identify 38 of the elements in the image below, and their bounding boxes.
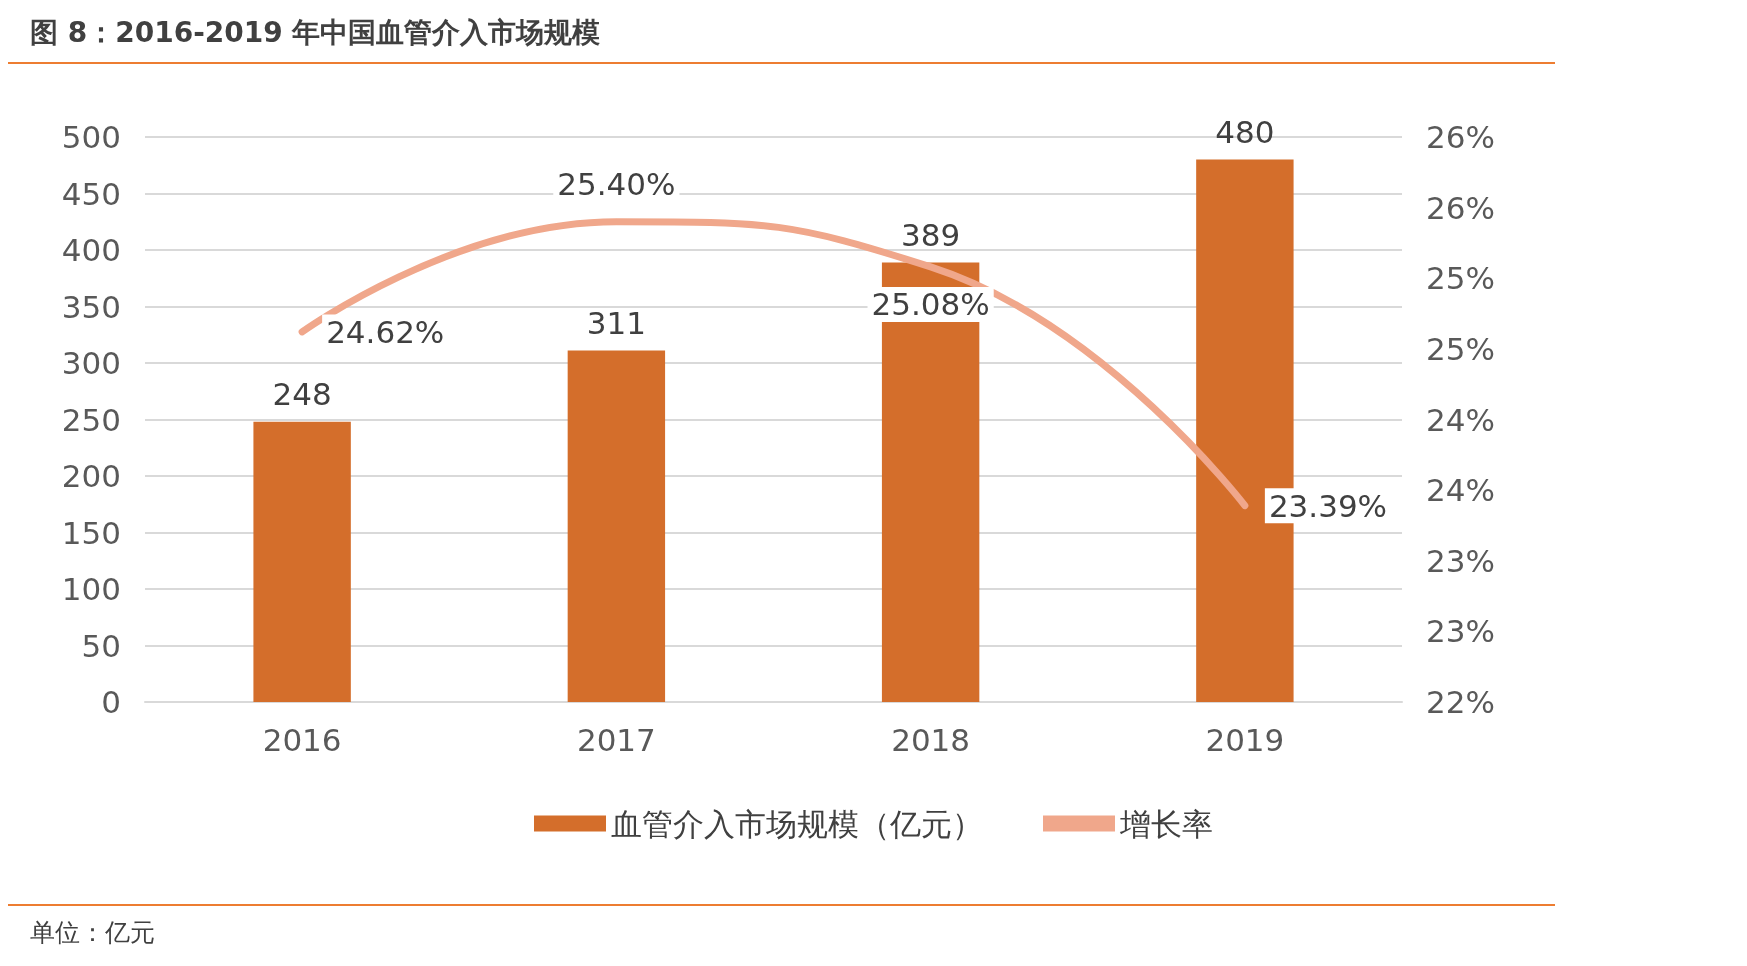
y-tick-label: 450 bbox=[61, 175, 121, 212]
y-tick-label: 350 bbox=[61, 288, 121, 325]
y2-tick-label: 24% bbox=[1426, 472, 1495, 509]
y-tick-label: 300 bbox=[61, 345, 121, 381]
y-tick-label: 50 bbox=[81, 627, 121, 664]
y2-tick-label: 26% bbox=[1426, 189, 1495, 226]
bar bbox=[567, 350, 666, 702]
y2-tick-label: 24% bbox=[1426, 401, 1495, 438]
y-tick-label: 0 bbox=[101, 684, 121, 720]
y-tick-label: 250 bbox=[61, 401, 121, 438]
data-label: 311 bbox=[586, 305, 646, 342]
data-label: 480 bbox=[1215, 114, 1275, 151]
bar bbox=[253, 421, 351, 702]
y-tick-label: 500 bbox=[61, 119, 121, 155]
x-tick-label: 2016 bbox=[262, 721, 342, 758]
y-tick-label: 400 bbox=[61, 232, 121, 268]
x-tick-label: 2018 bbox=[891, 721, 971, 758]
y2-tick-label: 23% bbox=[1426, 613, 1495, 650]
data-label: 25.08% bbox=[871, 286, 990, 323]
y2-tick-label: 23% bbox=[1426, 542, 1495, 579]
x-tick-label: 2017 bbox=[576, 721, 656, 758]
chart-title: 图 8：2016-2019 年中国血管介入市场规模 bbox=[8, 8, 1555, 64]
y2-tick-label: 26% bbox=[1426, 119, 1495, 155]
data-label: 25.40% bbox=[557, 166, 676, 203]
y2-tick-label: 25% bbox=[1426, 330, 1495, 367]
legend-label: 增长率 bbox=[1119, 805, 1213, 842]
y2-tick-label: 22% bbox=[1426, 684, 1495, 720]
y-tick-label: 100 bbox=[61, 571, 121, 607]
y-tick-label: 200 bbox=[61, 458, 121, 494]
y2-tick-label: 25% bbox=[1426, 260, 1495, 297]
data-label: 248 bbox=[272, 376, 332, 413]
y-tick-label: 150 bbox=[61, 514, 121, 551]
text: 单位：亿元 bbox=[30, 918, 155, 947]
x-tick-label: 2019 bbox=[1205, 721, 1285, 758]
data-label: 389 bbox=[901, 216, 961, 253]
legend-label: 血管介入市场规模（亿元） bbox=[611, 805, 983, 842]
data-label: 23.39% bbox=[1268, 487, 1388, 524]
data-label: 24.62% bbox=[326, 313, 445, 350]
